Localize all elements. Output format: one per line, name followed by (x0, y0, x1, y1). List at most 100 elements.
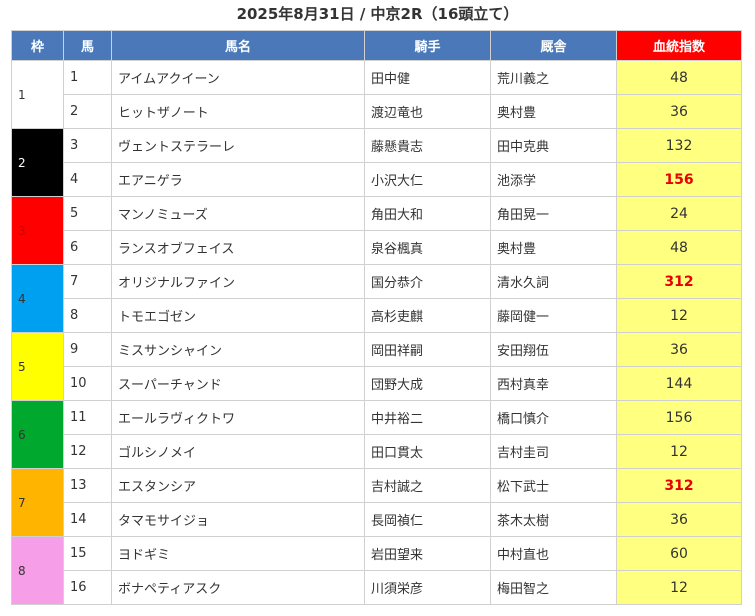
table-header-row: 枠 馬 馬名 騎手 厩舎 血統指数 (11, 30, 742, 61)
horse-number-cell: 3 (63, 128, 112, 163)
trainer-cell: 奥村豊 (490, 230, 617, 265)
table-row: 14 タマモサイジョ 長岡禎仁 茶木太樹 36 (12, 502, 742, 537)
table-row: 2 3 ヴェントステラーレ 藤懸貴志 田中克典 132 (11, 128, 742, 197)
table-body: 1 1 アイムアクイーン 田中健 荒川義之 48 2 ヒットザノート 渡辺竜也 奥村豊 36 2 3 ヴェ… (11, 60, 742, 605)
jockey-cell: 藤懸貴志 (364, 128, 491, 163)
horse-number-cell: 2 (63, 94, 112, 129)
table-row: 5 9 ミスサンシャイン 岡田祥嗣 安田翔伍 36 (11, 332, 742, 401)
pedigree-index-cell: 36 (616, 94, 742, 129)
jockey-cell: 川須栄彦 (364, 570, 491, 605)
race-title: 2025年8月31日 / 中京2R（16頭立て） (236, 5, 519, 23)
jockey-cell: 高杉吏麒 (364, 298, 491, 333)
trainer-cell: 吉村圭司 (490, 434, 617, 469)
pedigree-index-cell: 60 (616, 536, 742, 571)
jockey-cell: 吉村誠之 (364, 468, 491, 503)
horse-name-cell: エアニゲラ (111, 162, 365, 197)
jockey-cell: 岡田祥嗣 (364, 332, 491, 367)
trainer-cell: 奥村豊 (490, 94, 617, 129)
horse-name-cell: マンノミューズ (111, 196, 365, 231)
table-row: 3 5 マンノミューズ 角田大和 角田晃一 24 (11, 196, 742, 265)
horse-number-cell: 15 (63, 536, 112, 571)
waku-cell: 6 (11, 400, 64, 469)
jockey-cell: 泉谷楓真 (364, 230, 491, 265)
horse-name-cell: エスタンシア (111, 468, 365, 503)
jockey-cell: 国分恭介 (364, 264, 491, 299)
trainer-cell: 藤岡健一 (490, 298, 617, 333)
table-row: 4 7 オリジナルファイン 国分恭介 清水久詞 312 (11, 264, 742, 333)
horse-number-cell: 11 (63, 400, 112, 435)
table-row: 6 11 エールラヴィクトワ 中井裕二 橋口慎介 156 (11, 400, 742, 469)
jockey-cell: 長岡禎仁 (364, 502, 491, 537)
trainer-cell: 中村直也 (490, 536, 617, 571)
horse-name-cell: ミスサンシャイン (111, 332, 365, 367)
header-pedigree-index[interactable]: 血統指数 (616, 30, 742, 61)
pedigree-index-cell: 312 (616, 468, 742, 503)
waku-cell: 7 (11, 468, 64, 537)
pedigree-index-cell: 48 (616, 60, 742, 95)
header-trainer[interactable]: 厩舎 (490, 30, 617, 61)
table-row: 10 スーパーチャンド 団野大成 西村真幸 144 (12, 366, 742, 401)
header-jockey[interactable]: 騎手 (364, 30, 491, 61)
race-table: 枠 馬 馬名 騎手 厩舎 血統指数 1 1 アイムアクイーン 田中健 荒川義之 48 2 ヒッ… (11, 30, 742, 605)
trainer-cell: 田中克典 (490, 128, 617, 163)
horse-number-cell: 8 (63, 298, 112, 333)
jockey-cell: 小沢大仁 (364, 162, 491, 197)
pedigree-index-cell: 12 (616, 570, 742, 605)
pedigree-index-cell: 36 (616, 502, 742, 537)
waku-cell: 2 (11, 128, 64, 197)
horse-number-cell: 6 (63, 230, 112, 265)
trainer-cell: 梅田智之 (490, 570, 617, 605)
horse-name-cell: タマモサイジョ (111, 502, 365, 537)
table-row: 8 15 ヨドギミ 岩田望来 中村直也 60 (11, 536, 742, 605)
trainer-cell: 池添学 (490, 162, 617, 197)
pedigree-index-cell: 48 (616, 230, 742, 265)
jockey-cell: 岩田望来 (364, 536, 491, 571)
pedigree-index-cell: 12 (616, 298, 742, 333)
horse-number-cell: 14 (63, 502, 112, 537)
horse-number-cell: 13 (63, 468, 112, 503)
table-row: 16 ボナペティアスク 川須栄彦 梅田智之 12 (12, 570, 742, 605)
waku-cell: 8 (11, 536, 64, 605)
horse-number-cell: 10 (63, 366, 112, 401)
pedigree-index-cell: 144 (616, 366, 742, 401)
jockey-cell: 中井裕二 (364, 400, 491, 435)
horse-name-cell: ボナペティアスク (111, 570, 365, 605)
trainer-cell: 荒川義之 (490, 60, 617, 95)
trainer-cell: 清水久詞 (490, 264, 617, 299)
trainer-cell: 茶木太樹 (490, 502, 617, 537)
waku-cell: 1 (11, 60, 64, 129)
horse-name-cell: スーパーチャンド (111, 366, 365, 401)
header-horse-name[interactable]: 馬名 (111, 30, 365, 61)
trainer-cell: 安田翔伍 (490, 332, 617, 367)
horse-name-cell: ゴルシノメイ (111, 434, 365, 469)
header-waku[interactable]: 枠 (11, 30, 64, 61)
waku-cell: 3 (11, 196, 64, 265)
horse-name-cell: アイムアクイーン (111, 60, 365, 95)
pedigree-index-cell: 312 (616, 264, 742, 299)
table-row: 2 ヒットザノート 渡辺竜也 奥村豊 36 (12, 94, 742, 129)
pedigree-index-cell: 24 (616, 196, 742, 231)
horse-name-cell: ヴェントステラーレ (111, 128, 365, 163)
horse-name-cell: ヨドギミ (111, 536, 365, 571)
table-row: 1 1 アイムアクイーン 田中健 荒川義之 48 (11, 60, 742, 129)
horse-name-cell: エールラヴィクトワ (111, 400, 365, 435)
trainer-cell: 橋口慎介 (490, 400, 617, 435)
horse-number-cell: 16 (63, 570, 112, 605)
horse-name-cell: ヒットザノート (111, 94, 365, 129)
header-horse-number[interactable]: 馬 (63, 30, 112, 61)
jockey-cell: 田口貫太 (364, 434, 491, 469)
horse-number-cell: 7 (63, 264, 112, 299)
table-row: 8 トモエゴゼン 高杉吏麒 藤岡健一 12 (12, 298, 742, 333)
table-row: 7 13 エスタンシア 吉村誠之 松下武士 312 (11, 468, 742, 537)
table-row: 6 ランスオブフェイス 泉谷楓真 奥村豊 48 (12, 230, 742, 265)
trainer-cell: 松下武士 (490, 468, 617, 503)
pedigree-index-cell: 156 (616, 162, 742, 197)
table-row: 4 エアニゲラ 小沢大仁 池添学 156 (12, 162, 742, 197)
horse-number-cell: 1 (63, 60, 112, 95)
trainer-cell: 角田晃一 (490, 196, 617, 231)
horse-name-cell: ランスオブフェイス (111, 230, 365, 265)
horse-name-cell: トモエゴゼン (111, 298, 365, 333)
horse-number-cell: 5 (63, 196, 112, 231)
jockey-cell: 角田大和 (364, 196, 491, 231)
waku-cell: 4 (11, 264, 64, 333)
